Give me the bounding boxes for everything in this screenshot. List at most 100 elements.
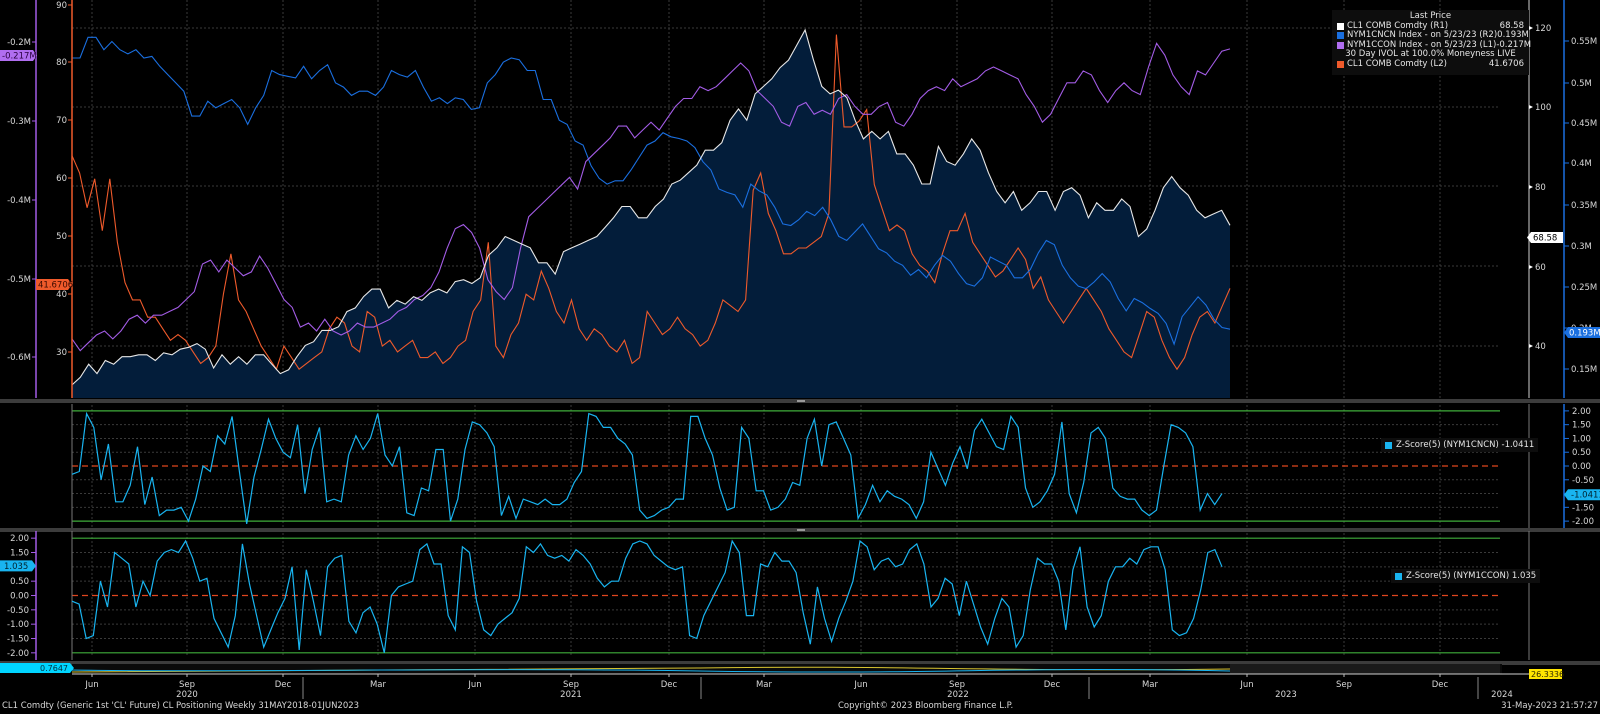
r1-tick-label: 40 xyxy=(1535,342,1546,352)
z-tick-label: 1.00 xyxy=(1572,434,1591,444)
r1-last-value: 68.58 xyxy=(1533,234,1557,244)
legend-swatch-icon xyxy=(1337,42,1344,50)
r1-last-value-tag xyxy=(1527,232,1563,243)
z-tick-label: 0.00 xyxy=(10,592,29,602)
x-month-label: Dec xyxy=(1044,680,1061,690)
r1-tick xyxy=(1529,105,1533,109)
l1-last-value: -0.217M xyxy=(2,52,37,62)
legend-series-value: 41.6706 xyxy=(1488,58,1524,69)
r1-tick-label: 80 xyxy=(1535,183,1546,193)
l2-last-value-tag xyxy=(36,279,72,290)
legend-title: Last Price xyxy=(1409,11,1452,21)
legend-row-cl1[interactable]: CL1 COMB Comdty (R1) 68.58 xyxy=(1337,20,1524,32)
r2-tick-label: 0.15M xyxy=(1571,365,1597,375)
z-tick-label: -0.50 xyxy=(1572,476,1594,486)
series-line-l1[interactable] xyxy=(71,42,1231,352)
z-tick-label: -2.00 xyxy=(1572,517,1594,527)
x-month-label: Mar xyxy=(756,680,773,690)
navigator-empty-region xyxy=(1230,664,1500,674)
l1-tick-label: -0.2M xyxy=(7,38,31,48)
zscore-ccon-line[interactable] xyxy=(71,539,1223,653)
l2-tick-label: 50 xyxy=(56,232,67,242)
r1-tick xyxy=(1529,265,1533,269)
legend-series-value: 68.58 xyxy=(1499,20,1524,31)
legend-ivol-subtitle: 30 Day IVOL at 100.0% Moneyness LIVE xyxy=(1345,49,1516,60)
zscore-cncn-line[interactable] xyxy=(71,411,1223,524)
z-tick-label: 1.50 xyxy=(10,549,29,559)
zscore-ccon-last-value-tag xyxy=(0,560,36,572)
z-tick-label: 0.00 xyxy=(1572,462,1591,472)
cl1-price-area xyxy=(72,30,1230,398)
footer-security-description: CL1 Comdty (Generic 1st 'CL' Future) CL … xyxy=(2,701,360,711)
z-tick-label: -1.50 xyxy=(7,635,29,645)
r2-last-value: 0.193M xyxy=(1569,329,1600,339)
main-legend[interactable]: Last Price CL1 COMB Comdty (R1) 68.58 NY… xyxy=(1332,10,1531,75)
l2-tick-label: 40 xyxy=(56,290,67,300)
r1-tick xyxy=(1529,344,1533,348)
panel-divider[interactable] xyxy=(0,661,1600,665)
x-month-label: Dec xyxy=(1432,680,1449,690)
legend-series-name: NYM1CNCN Index - on 5/23/23 (R2) xyxy=(1347,30,1498,41)
l2-tick-label: 60 xyxy=(56,174,67,184)
x-month-label: Jun xyxy=(467,680,481,690)
legend-row-nym1ccon[interactable]: NYM1CCON Index - on 5/23/23 (L1) -0.217M xyxy=(1337,40,1531,51)
x-month-label: Sep xyxy=(1336,680,1352,690)
l1-last-value-tag xyxy=(0,50,37,61)
x-month-label: Sep xyxy=(949,680,965,690)
z-tick-label: 2.00 xyxy=(1572,407,1591,417)
zscore-cncn-legend[interactable]: Z-Score(5) (NYM1CNCN) -1.0411 xyxy=(1381,438,1539,452)
legend-swatch-icon xyxy=(1395,572,1402,580)
x-month-label: Jun xyxy=(84,680,98,690)
legend-series-name: CL1 COMB Comdty (L2) xyxy=(1347,58,1447,69)
zscore-ccon-legend[interactable]: Z-Score(5) (NYM1CCON) 1.035 xyxy=(1391,569,1541,583)
x-month-label: Dec xyxy=(275,680,292,690)
r2-last-value-tag xyxy=(1564,327,1600,338)
z-tick-label: -1.00 xyxy=(7,620,29,630)
z-tick-label: 2.00 xyxy=(10,534,29,544)
r1-tick xyxy=(1529,185,1533,189)
l1-tick-label: -0.5M xyxy=(7,275,31,285)
x-year-label: 2021 xyxy=(560,690,582,700)
series-line-r1[interactable] xyxy=(71,28,1231,386)
x-month-label: Jun xyxy=(1239,680,1253,690)
footer-copyright: Copyright© 2023 Bloomberg Finance L.P. xyxy=(838,701,1014,711)
legend-series-name: CL1 COMB Comdty (R1) xyxy=(1347,20,1449,31)
z-tick-label: 0.50 xyxy=(1572,448,1591,458)
x-year-label: 2022 xyxy=(947,690,969,700)
navigator-series-cyan xyxy=(71,668,1231,673)
l2-tick-label: 30 xyxy=(56,348,67,358)
l2-tick-label: 70 xyxy=(56,116,67,126)
legend-row-nym1cncn[interactable]: NYM1CNCN Index - on 5/23/23 (R2) 0.193M xyxy=(1337,30,1529,41)
r2-tick-label: 0.25M xyxy=(1571,283,1597,293)
r2-tick-label: 0.35M xyxy=(1571,201,1597,211)
divider-handle-icon[interactable] xyxy=(797,529,805,531)
z-tick-label: -1.50 xyxy=(1572,503,1594,513)
r2-tick-label: 0.4M xyxy=(1571,159,1592,169)
legend-swatch-icon xyxy=(1337,22,1344,30)
divider-handle-icon[interactable] xyxy=(797,400,805,402)
zscore-ccon-last-value: 1.035 xyxy=(4,562,28,572)
r1-tick-label: 100 xyxy=(1535,103,1551,113)
x-month-label: Sep xyxy=(563,680,579,690)
navigator-strip[interactable] xyxy=(72,664,1502,674)
l1-tick-label: -0.4M xyxy=(7,196,31,206)
r1-tick xyxy=(1529,26,1533,30)
z-tick-label: -0.50 xyxy=(7,606,29,616)
navigator-right-tag xyxy=(1529,669,1562,679)
legend-series-value: 0.193M xyxy=(1497,30,1529,41)
x-year-label: 2024 xyxy=(1491,690,1513,700)
z-tick-label: -2.00 xyxy=(7,649,29,659)
legend-row-ivol[interactable]: CL1 COMB Comdty (L2) 41.6706 xyxy=(1337,58,1524,70)
x-month-label: Dec xyxy=(661,680,678,690)
x-year-label: 2023 xyxy=(1275,690,1297,700)
legend-swatch-icon xyxy=(1337,32,1344,40)
r2-tick-label: 0.45M xyxy=(1571,119,1597,129)
x-month-label: Mar xyxy=(370,680,387,690)
r2-tick-label: 0.5M xyxy=(1571,79,1592,89)
x-month-label: Sep xyxy=(179,680,195,690)
series-line-l2[interactable] xyxy=(71,34,1231,371)
r1-tick-label: 120 xyxy=(1535,24,1551,34)
series-line-r2[interactable] xyxy=(72,36,1231,346)
